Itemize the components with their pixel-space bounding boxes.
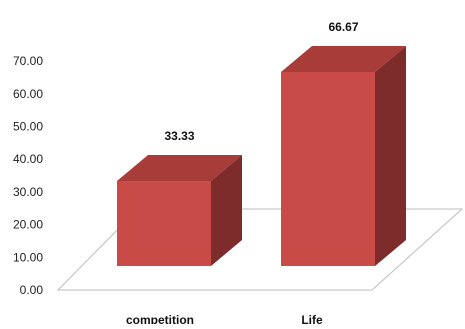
bar-side xyxy=(211,155,242,266)
y-tick-label: 20.00 xyxy=(13,218,43,232)
bars xyxy=(117,45,406,266)
chart-floor xyxy=(56,208,464,291)
bar-competition xyxy=(117,155,242,266)
bar-life xyxy=(281,45,406,266)
y-tick-label: 50.00 xyxy=(13,120,43,134)
y-tick-label: 10.00 xyxy=(13,250,43,264)
x-category-label: Life xyxy=(301,313,323,324)
bar-top xyxy=(281,45,406,72)
data-label: 33.33 xyxy=(164,129,194,143)
y-tick-label: 30.00 xyxy=(13,185,43,199)
bar-top xyxy=(117,155,242,182)
y-axis-ticks: 0.00 10.00 20.00 30.00 40.00 50.00 60.00 70.00 xyxy=(13,54,43,297)
data-label: 66.67 xyxy=(328,20,358,34)
x-axis-categories: competition Life xyxy=(126,313,323,327)
x-category-label: competition xyxy=(126,313,194,324)
bar-front xyxy=(281,71,375,266)
bar-front xyxy=(117,181,211,266)
data-labels: 33.33 66.67 xyxy=(164,20,358,143)
y-tick-label: 0.00 xyxy=(20,283,44,297)
y-tick-label: 40.00 xyxy=(13,152,43,166)
floor-outline xyxy=(56,208,464,291)
y-tick-label: 70.00 xyxy=(13,54,43,68)
y-tick-label: 60.00 xyxy=(13,87,43,101)
bar-side xyxy=(375,45,406,266)
